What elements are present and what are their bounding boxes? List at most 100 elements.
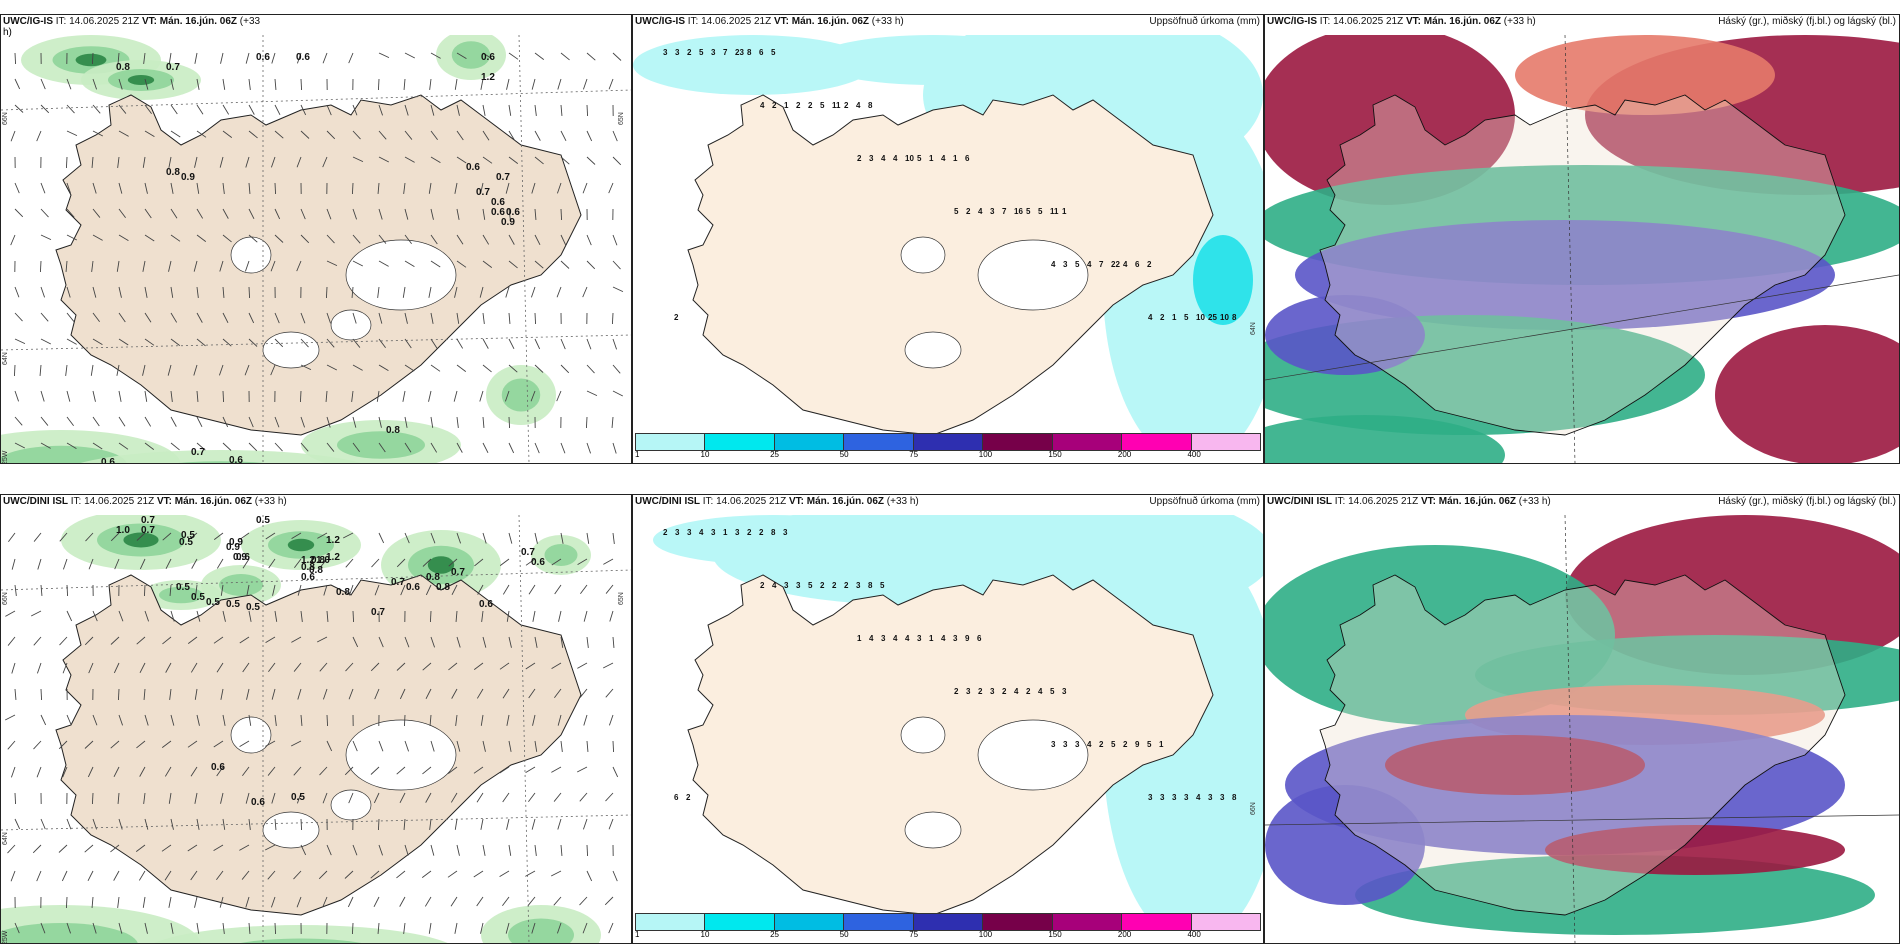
precip-amount-label: 3	[869, 154, 874, 163]
wind-barb	[142, 896, 146, 908]
wind-barb	[110, 532, 120, 542]
legend-swatch	[1052, 914, 1123, 930]
precip-map: 3425443232322144515243453210771075516222…	[633, 35, 1263, 433]
wind-barb	[422, 662, 432, 671]
wind-barb	[316, 636, 328, 643]
wind-barb	[556, 390, 562, 402]
wind-barb	[170, 610, 175, 622]
wind-barb	[14, 286, 20, 298]
wind-barb	[612, 390, 624, 397]
precip-amount-label: 3	[1220, 793, 1225, 802]
wind-barb	[404, 844, 409, 856]
precip-amount-label: 8	[1232, 793, 1237, 802]
wind-barb	[196, 78, 200, 90]
wind-barb	[378, 442, 386, 453]
wind-barb	[142, 364, 146, 376]
cloud-layer	[1515, 35, 1775, 115]
wind-barb	[480, 922, 484, 934]
wind-map: 0.6 0.6 0.61.20.70.80.8 0.90.60.70.70.60.60…	[1, 35, 631, 463]
legend-tick-label: 1	[635, 930, 640, 939]
wind-barb	[351, 922, 354, 935]
wind-barb	[118, 416, 126, 427]
wind-barb	[274, 312, 280, 324]
wind-barb	[482, 234, 490, 245]
wind-barb	[374, 584, 380, 596]
wind-barb	[499, 870, 510, 878]
precip-amount-label: 16	[1014, 207, 1023, 216]
wind-barb	[456, 416, 459, 428]
wind-barb	[92, 182, 97, 194]
wind-barb	[117, 688, 120, 701]
wind-barb	[14, 688, 17, 700]
wind-barb	[508, 364, 518, 373]
wind-barb	[170, 208, 178, 219]
wind-barb	[270, 896, 276, 908]
wind-barb	[447, 766, 458, 774]
precip-area	[633, 35, 873, 95]
wind-barb	[144, 818, 149, 830]
wind-barb	[454, 286, 458, 298]
wind-barb	[456, 234, 464, 245]
wind-barb	[222, 610, 226, 622]
wind-barb	[14, 416, 23, 426]
wind-barb	[586, 234, 592, 246]
precip-amount-label: 5	[1111, 740, 1116, 749]
legend-tick-label: 400	[1187, 930, 1201, 939]
wind-barb	[274, 338, 284, 348]
axis-label: 25W	[2, 450, 9, 463]
wind-barb	[118, 104, 127, 114]
wind-barb	[430, 130, 438, 141]
wind-barb	[404, 260, 415, 268]
wind-barb	[196, 104, 204, 115]
wind-barb	[144, 234, 155, 242]
wind-barb	[59, 636, 68, 646]
wind-barb	[586, 260, 596, 270]
wind-speed-label: 1.0	[116, 525, 130, 536]
wind-barb	[168, 792, 172, 804]
wind-speed-label: 1.2	[326, 552, 340, 563]
wind-barb	[91, 896, 94, 908]
axis-label: 64N	[2, 832, 9, 845]
wind-barb	[378, 844, 384, 856]
wind-barb	[370, 662, 380, 672]
wind-barb	[453, 390, 458, 402]
wind-barb	[586, 740, 589, 752]
precip-amount-label: 7	[723, 48, 728, 57]
wind-barb	[528, 584, 536, 595]
wind-barb	[40, 286, 46, 298]
wind-barb	[480, 714, 484, 726]
wind-speed-label: 0.7	[476, 187, 490, 198]
wind-barb	[291, 636, 302, 643]
precip-amount-label: 3	[1063, 740, 1068, 749]
wind-barb	[300, 234, 310, 244]
precip-amount-label: 5	[808, 581, 813, 590]
wind-barb	[88, 662, 94, 674]
wind-barb	[143, 52, 146, 64]
wind-barb	[348, 52, 354, 64]
wind-barb	[216, 662, 224, 673]
wind-barb	[293, 870, 302, 880]
wind-barb	[222, 922, 225, 934]
wind-barb	[506, 78, 510, 90]
wind-barb	[113, 870, 120, 881]
wind-barb	[40, 922, 46, 934]
wind-barb	[222, 208, 229, 219]
wind-barb	[194, 896, 198, 908]
wind-barb	[196, 182, 200, 194]
wind-barb	[378, 234, 387, 244]
wind-barb	[583, 714, 588, 726]
wind-barb	[557, 818, 562, 830]
wind-speed-label: 0.8	[309, 565, 323, 576]
wind-barb	[608, 818, 614, 830]
wind-barb	[117, 896, 120, 908]
wind-speed-label: 0.8	[426, 572, 440, 583]
wind-barb	[13, 364, 16, 377]
wind-barb	[430, 442, 438, 453]
wind-barb	[326, 714, 329, 727]
wind-barb	[525, 558, 536, 566]
wind-barb	[319, 558, 328, 568]
wind-barb	[317, 532, 328, 539]
precip-amount-label: 3	[1051, 740, 1056, 749]
wind-barb	[222, 338, 232, 347]
wind-barb	[274, 130, 284, 139]
